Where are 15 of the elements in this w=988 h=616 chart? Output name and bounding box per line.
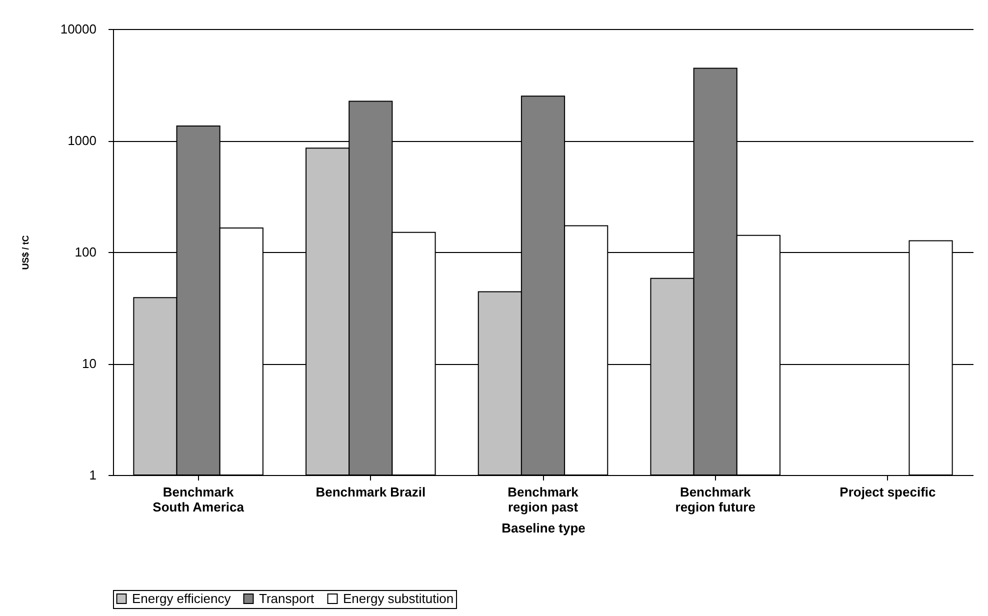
y-tick-label: 1000 xyxy=(68,133,96,148)
x-axis-title: Baseline type xyxy=(502,520,586,536)
x-tick-label: Project specific xyxy=(840,484,936,500)
x-tick-label: Benchmark South America xyxy=(152,484,245,514)
y-tick-label: 100 xyxy=(74,244,96,260)
x-tick-label: Benchmark region future xyxy=(675,484,756,514)
legend-label: Energy efficiency xyxy=(132,590,232,606)
y-axis-title: US$ / tC xyxy=(20,234,30,270)
y-tick-label: 1 xyxy=(89,468,96,482)
legend-label: Energy substitution xyxy=(343,590,454,606)
legend-label: Transport xyxy=(259,590,315,606)
y-tick-label: 10 xyxy=(82,356,96,371)
x-tick-label: Benchmark Brazil xyxy=(316,484,426,500)
x-tick-label: Benchmark region past xyxy=(508,484,580,514)
y-tick-label: 10000 xyxy=(60,22,96,36)
